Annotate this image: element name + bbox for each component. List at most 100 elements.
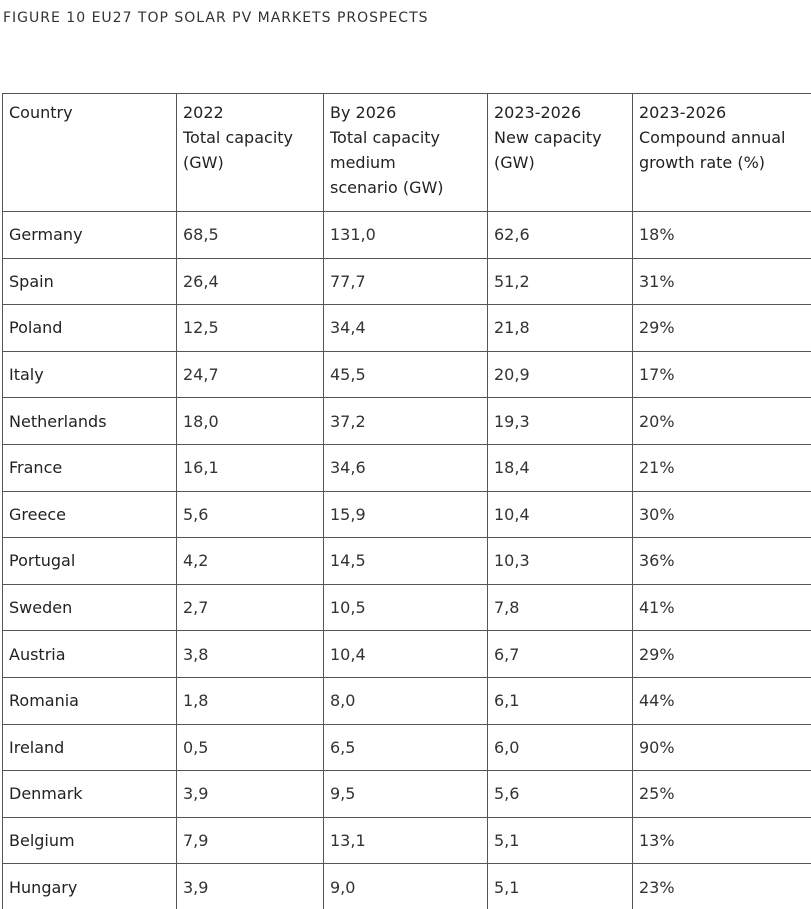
country-cell: Sweden	[2, 583, 177, 632]
value-cell: 1,8	[176, 676, 324, 725]
country-cell: Ireland	[2, 723, 177, 772]
value-cell: 29%	[632, 630, 811, 678]
table-row: Sweden 2,7 10,5 7,8 41%	[2, 583, 811, 632]
header-line: Country	[9, 103, 73, 122]
country-cell: Poland	[2, 304, 177, 352]
value-cell: 3,9	[176, 770, 324, 818]
value-cell: 2,7	[176, 583, 324, 632]
value-cell: 17%	[632, 350, 811, 399]
value-cell: 7,9	[176, 816, 324, 865]
value-cell: 10,4	[323, 630, 488, 678]
value-cell: 19,3	[487, 397, 633, 445]
header-line: By 2026	[330, 103, 397, 122]
value-cell: 13%	[632, 816, 811, 865]
country-cell: Denmark	[2, 770, 177, 818]
value-cell: 21,8	[487, 304, 633, 352]
table-row: Portugal 4,2 14,5 10,3 36%	[2, 537, 811, 585]
value-cell: 131,0	[323, 211, 488, 259]
column-header: 2023-2026 New capacity (GW)	[487, 93, 633, 212]
country-cell: Hungary	[2, 863, 177, 909]
table-row: France 16,1 34,6 18,4 21%	[2, 443, 811, 492]
value-cell: 68,5	[176, 211, 324, 259]
header-line: growth rate (%)	[639, 153, 766, 172]
value-cell: 6,5	[323, 723, 488, 772]
value-cell: 13,1	[323, 816, 488, 865]
table-row: Denmark 3,9 9,5 5,6 25%	[2, 770, 811, 818]
header-line: 2022	[183, 103, 224, 122]
column-header: By 2026 Total capacity medium scenario (GW)	[323, 93, 488, 212]
value-cell: 14,5	[323, 537, 488, 585]
header-row: Country 2022 Total capacity (GW) By 2026 Tota…	[2, 93, 811, 212]
table-row: Hungary 3,9 9,0 5,1 23%	[2, 863, 811, 909]
country-cell: France	[2, 443, 177, 492]
header-line: 2023-2026	[494, 103, 582, 122]
header-line: New capacity	[494, 128, 602, 147]
table-row: Ireland 0,5 6,5 6,0 90%	[2, 723, 811, 772]
country-cell: Italy	[2, 350, 177, 399]
value-cell: 12,5	[176, 304, 324, 352]
country-cell: Germany	[2, 211, 177, 259]
country-cell: Portugal	[2, 537, 177, 585]
header-line: Total capacity	[183, 128, 293, 147]
value-cell: 45,5	[323, 350, 488, 399]
value-cell: 44%	[632, 676, 811, 725]
figure-title: FIGURE 10 EU27 TOP SOLAR PV MARKETS PROS…	[3, 10, 429, 26]
column-header: 2023-2026 Compound annual growth rate (%)	[632, 93, 811, 212]
value-cell: 26,4	[176, 257, 324, 306]
value-cell: 9,0	[323, 863, 488, 909]
table-row: Belgium 7,9 13,1 5,1 13%	[2, 816, 811, 865]
value-cell: 5,6	[487, 770, 633, 818]
value-cell: 18,4	[487, 443, 633, 492]
table-row: Spain 26,4 77,7 51,2 31%	[2, 257, 811, 306]
table-row: Greece 5,6 15,9 10,4 30%	[2, 490, 811, 539]
table-row: Italy 24,7 45,5 20,9 17%	[2, 350, 811, 399]
header-line: scenario (GW)	[330, 178, 444, 197]
value-cell: 5,1	[487, 863, 633, 909]
value-cell: 25%	[632, 770, 811, 818]
value-cell: 10,5	[323, 583, 488, 632]
value-cell: 16,1	[176, 443, 324, 492]
value-cell: 31%	[632, 257, 811, 306]
value-cell: 6,7	[487, 630, 633, 678]
value-cell: 15,9	[323, 490, 488, 539]
value-cell: 23%	[632, 863, 811, 909]
value-cell: 34,4	[323, 304, 488, 352]
value-cell: 7,8	[487, 583, 633, 632]
table-row: Poland 12,5 34,4 21,8 29%	[2, 304, 811, 352]
value-cell: 0,5	[176, 723, 324, 772]
header-line: (GW)	[183, 153, 224, 172]
value-cell: 37,2	[323, 397, 488, 445]
value-cell: 30%	[632, 490, 811, 539]
table: Country 2022 Total capacity (GW) By 2026 Tota…	[2, 93, 811, 909]
value-cell: 3,9	[176, 863, 324, 909]
column-header: 2022 Total capacity (GW)	[176, 93, 324, 212]
value-cell: 77,7	[323, 257, 488, 306]
value-cell: 10,4	[487, 490, 633, 539]
value-cell: 24,7	[176, 350, 324, 399]
header-line: Total capacity	[330, 128, 440, 147]
value-cell: 18%	[632, 211, 811, 259]
header-line: (GW)	[494, 153, 535, 172]
value-cell: 10,3	[487, 537, 633, 585]
value-cell: 21%	[632, 443, 811, 492]
value-cell: 41%	[632, 583, 811, 632]
column-header: Country	[2, 93, 177, 212]
header-line: Compound annual	[639, 128, 786, 147]
country-cell: Romania	[2, 676, 177, 725]
table-row: Netherlands 18,0 37,2 19,3 20%	[2, 397, 811, 445]
value-cell: 3,8	[176, 630, 324, 678]
table-row: Germany 68,5 131,0 62,6 18%	[2, 211, 811, 259]
table-row: Austria 3,8 10,4 6,7 29%	[2, 630, 811, 678]
country-cell: Greece	[2, 490, 177, 539]
table-wrapper: Country 2022 Total capacity (GW) By 2026 Tota…	[2, 93, 811, 909]
value-cell: 20,9	[487, 350, 633, 399]
value-cell: 6,1	[487, 676, 633, 725]
value-cell: 4,2	[176, 537, 324, 585]
value-cell: 8,0	[323, 676, 488, 725]
country-cell: Spain	[2, 257, 177, 306]
value-cell: 18,0	[176, 397, 324, 445]
value-cell: 20%	[632, 397, 811, 445]
value-cell: 90%	[632, 723, 811, 772]
value-cell: 34,6	[323, 443, 488, 492]
